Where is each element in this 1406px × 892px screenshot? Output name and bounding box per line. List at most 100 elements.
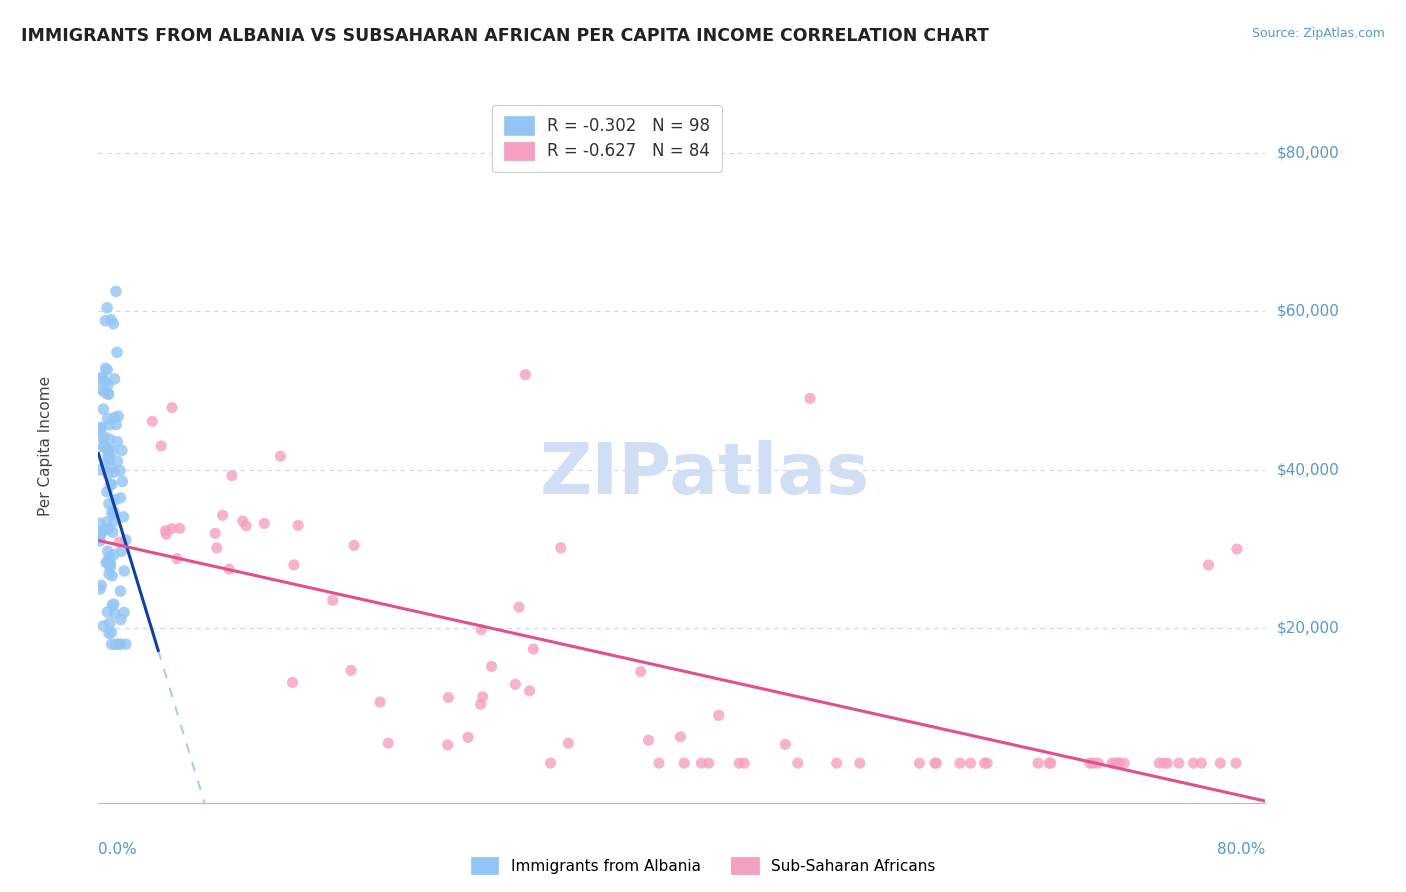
Point	[91, 370, 114, 384]
Point	[166, 551, 188, 566]
Text: $60,000: $60,000	[1277, 303, 1340, 318]
Point	[630, 665, 652, 679]
Point	[103, 508, 125, 522]
Point	[98, 452, 121, 467]
Point	[924, 756, 946, 771]
Text: $80,000: $80,000	[1277, 145, 1340, 161]
Point	[100, 557, 122, 571]
Point	[93, 440, 115, 454]
Point	[471, 690, 494, 704]
Point	[94, 556, 117, 570]
Point	[90, 430, 112, 444]
Point	[436, 738, 458, 752]
Point	[90, 525, 112, 540]
Point	[377, 736, 399, 750]
Point	[103, 465, 125, 479]
Point	[89, 525, 111, 540]
Text: IMMIGRANTS FROM ALBANIA VS SUBSAHARAN AFRICAN PER CAPITA INCOME CORRELATION CHAR: IMMIGRANTS FROM ALBANIA VS SUBSAHARAN AF…	[21, 27, 988, 45]
Point	[94, 374, 117, 388]
Point	[97, 497, 120, 511]
Point	[1081, 756, 1104, 771]
Point	[281, 675, 304, 690]
Point	[105, 345, 128, 359]
Point	[697, 756, 720, 771]
Point	[1108, 756, 1130, 771]
Point	[100, 477, 122, 491]
Point	[283, 558, 305, 572]
Point	[101, 525, 124, 540]
Point	[93, 385, 115, 400]
Point	[89, 534, 111, 549]
Point	[104, 285, 127, 299]
Point	[1087, 756, 1109, 771]
Point	[89, 371, 111, 385]
Point	[98, 626, 121, 640]
Point	[96, 523, 118, 537]
Point	[437, 690, 460, 705]
Point	[205, 541, 228, 555]
Point	[108, 637, 131, 651]
Point	[101, 444, 124, 458]
Point	[97, 450, 120, 464]
Point	[470, 698, 492, 712]
Point	[550, 541, 572, 555]
Point	[1182, 756, 1205, 771]
Point	[89, 421, 111, 435]
Point	[508, 600, 530, 615]
Point	[160, 522, 183, 536]
Point	[90, 382, 112, 396]
Point	[110, 544, 132, 558]
Point	[94, 457, 117, 471]
Point	[107, 454, 129, 468]
Text: $40,000: $40,000	[1277, 462, 1340, 477]
Point	[100, 625, 122, 640]
Point	[269, 449, 291, 463]
Point	[253, 516, 276, 531]
Point	[141, 414, 163, 428]
Point	[94, 314, 117, 328]
Point	[93, 430, 115, 444]
Point	[1038, 756, 1060, 771]
Point	[519, 683, 541, 698]
Legend: R = -0.302   N = 98, R = -0.627   N = 84: R = -0.302 N = 98, R = -0.627 N = 84	[492, 104, 721, 172]
Point	[96, 443, 118, 458]
Point	[98, 417, 121, 432]
Point	[103, 504, 125, 518]
Point	[1149, 756, 1171, 771]
Point	[98, 555, 121, 569]
Legend: Immigrants from Albania, Sub-Saharan Africans: Immigrants from Albania, Sub-Saharan Afr…	[465, 851, 941, 880]
Point	[89, 422, 111, 436]
Point	[97, 411, 120, 425]
Point	[94, 361, 117, 376]
Point	[108, 464, 131, 478]
Point	[97, 450, 120, 464]
Point	[557, 736, 579, 750]
Point	[1225, 756, 1247, 771]
Point	[101, 598, 124, 612]
Point	[91, 440, 114, 454]
Point	[112, 606, 135, 620]
Point	[104, 637, 127, 651]
Point	[101, 569, 124, 583]
Point	[110, 491, 132, 505]
Point	[1039, 756, 1062, 771]
Point	[733, 756, 755, 771]
Point	[1107, 756, 1129, 771]
Point	[637, 733, 659, 747]
Point	[1112, 756, 1135, 771]
Point	[108, 637, 131, 651]
Point	[218, 562, 240, 576]
Point	[1153, 756, 1175, 771]
Point	[110, 584, 132, 599]
Point	[522, 642, 544, 657]
Point	[825, 756, 848, 771]
Point	[340, 664, 363, 678]
Point	[204, 526, 226, 541]
Point	[540, 756, 562, 771]
Point	[908, 756, 931, 771]
Point	[103, 606, 125, 620]
Point	[976, 756, 998, 771]
Point	[799, 392, 821, 406]
Point	[97, 442, 120, 457]
Point	[98, 566, 121, 581]
